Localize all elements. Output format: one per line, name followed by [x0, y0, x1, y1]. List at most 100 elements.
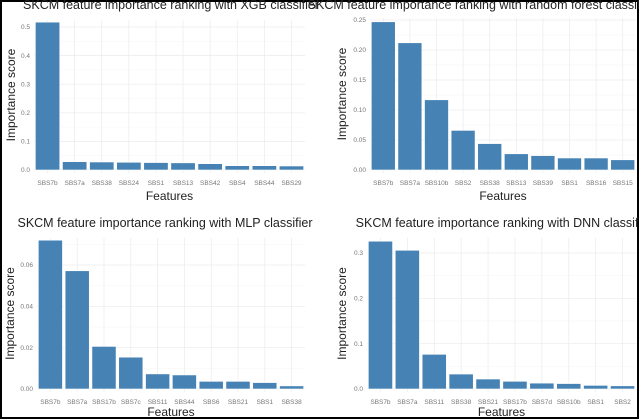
- x-tick-label: SBS1: [256, 399, 273, 406]
- y-axis-title: Importance score: [335, 47, 349, 140]
- y-tick-label: 0.1: [21, 139, 30, 146]
- x-axis-title: Features: [146, 189, 193, 203]
- bar-sbs38: [279, 385, 304, 390]
- bar-sbs7b: [371, 21, 396, 171]
- y-tick-label: 0.15: [353, 77, 366, 84]
- x-tick-label: SBS11: [424, 399, 444, 406]
- x-tick-label: SBS29: [281, 180, 302, 187]
- bar-sbs2: [450, 130, 476, 171]
- x-tick-label: SBS1: [587, 399, 604, 406]
- x-tick-label: SBS1: [148, 180, 165, 187]
- x-tick-label: SBS7b: [370, 399, 391, 406]
- chart-title: SKCM feature importance ranking with MLP…: [17, 216, 312, 230]
- x-tick-label: SBS44: [174, 399, 195, 406]
- bar-sbs7b: [368, 240, 393, 390]
- x-tick-label: SBS13: [173, 180, 194, 187]
- x-tick-label: SBS2: [455, 180, 472, 187]
- x-axis-title: Features: [478, 405, 525, 419]
- y-tick-label: 0.4: [21, 53, 30, 60]
- bar-sbs38: [448, 373, 474, 390]
- bar-sbs44: [251, 165, 277, 171]
- x-tick-label: SBS4: [229, 180, 246, 187]
- bar-sbs7c: [118, 356, 144, 390]
- bar-sbs21: [225, 381, 251, 390]
- bar-sbs38: [89, 161, 115, 171]
- chart-title: SKCM feature importance ranking with XGB…: [23, 0, 319, 12]
- y-tick-label: 0.10: [353, 107, 366, 114]
- y-tick-label: 0.04: [20, 304, 33, 311]
- x-tick-label: SBS17b: [503, 399, 527, 406]
- x-tick-label: SBS15: [613, 180, 634, 187]
- bar-sbs1: [583, 385, 609, 390]
- y-tick-label: 0.06: [20, 262, 33, 269]
- x-tick-label: SBS7a: [397, 399, 418, 406]
- y-tick-label: 0.25: [353, 17, 366, 24]
- bar-sbs7b: [35, 21, 61, 171]
- bar-sbs24: [116, 161, 142, 171]
- chart-mlp: 0.00 0.02 0.04 0.06 SBS7b SBS7a SBS17b SBS7c SBS…: [3, 216, 313, 419]
- bar-sbs39: [530, 155, 556, 171]
- x-tick-label: SBS7b: [37, 180, 58, 187]
- bar-sbs42: [197, 163, 223, 171]
- bar-sbs1: [252, 382, 278, 390]
- bar-sbs2: [610, 385, 635, 390]
- y-tick-label: 0.00: [353, 167, 366, 174]
- x-tick-label: SBS16: [586, 180, 607, 187]
- bar-sbs11: [145, 373, 170, 390]
- y-tick-label: 0.3: [354, 250, 363, 257]
- chart-title: SKCM feature importance ranking with ran…: [308, 0, 639, 12]
- bar-sbs6: [198, 381, 224, 390]
- y-tick-label: 0.2: [21, 110, 30, 117]
- x-axis-title: Features: [479, 189, 526, 203]
- chart-xgb: 0.0 0.1 0.2 0.3 0.4 0.5 SBS7b SBS7a SBS38 SBS24 SB…: [4, 0, 319, 203]
- x-tick-label: SBS38: [480, 180, 501, 187]
- bar-sbs7a: [397, 42, 423, 171]
- x-tick-label: SBS38: [92, 180, 113, 187]
- y-tick-label: 0.2: [354, 296, 363, 303]
- x-tick-label: SBS39: [533, 180, 554, 187]
- x-tick-label: SBS44: [254, 180, 275, 187]
- y-tick-label: 0.0: [21, 167, 30, 174]
- bar-sbs38: [477, 143, 502, 171]
- y-tick-label: 0.05: [353, 137, 366, 144]
- x-tick-label: SBS7b: [40, 399, 61, 406]
- bar-sbs7a: [64, 270, 90, 390]
- bar-sbs11: [421, 354, 447, 390]
- x-tick-label: SBS10b: [557, 399, 581, 406]
- x-tick-label: SBS7b: [373, 180, 394, 187]
- bar-sbs29: [278, 165, 304, 171]
- bar-sbs7b: [38, 239, 63, 390]
- x-tick-label: SBS2: [614, 399, 631, 406]
- y-axis-title: Importance score: [4, 48, 18, 141]
- x-tick-label: SBS42: [200, 180, 221, 187]
- x-tick-label: SBS17b: [92, 399, 116, 406]
- x-tick-label: SBS21: [228, 399, 249, 406]
- x-tick-label: SBS6: [203, 399, 220, 406]
- bar-sbs7a: [394, 249, 420, 390]
- bar-sbs7a: [62, 161, 88, 171]
- bar-sbs17b: [91, 346, 117, 390]
- bar-sbs10b: [424, 99, 449, 171]
- bar-sbs13: [170, 162, 196, 171]
- chart-dnn: 0.0 0.1 0.2 0.3 SBS7b SBS7a SBS11 SBS38 SBS21 SBS…: [335, 216, 639, 419]
- x-tick-label: SBS7a: [67, 399, 88, 406]
- bar-sbs15: [610, 159, 635, 171]
- x-tick-label: SBS7d: [532, 399, 553, 406]
- x-tick-label: SBS38: [281, 399, 302, 406]
- y-tick-label: 0.20: [353, 47, 366, 54]
- x-axis-title: Features: [147, 405, 194, 419]
- x-tick-label: SBS38: [451, 399, 472, 406]
- y-axis-title: Importance score: [335, 267, 349, 360]
- bar-sbs21: [475, 378, 501, 390]
- y-tick-label: 0.5: [21, 24, 30, 31]
- y-tick-label: 0.00: [20, 386, 33, 393]
- y-tick-label: 0.3: [21, 81, 30, 88]
- x-tick-label: SBS1: [561, 180, 578, 187]
- x-tick-label: SBS7c: [121, 399, 142, 406]
- x-tick-label: SBS24: [119, 180, 140, 187]
- x-tick-label: SBS10b: [425, 180, 449, 187]
- bar-sbs13: [504, 153, 529, 171]
- bar-sbs16: [583, 157, 609, 171]
- y-tick-label: 0.0: [354, 386, 363, 393]
